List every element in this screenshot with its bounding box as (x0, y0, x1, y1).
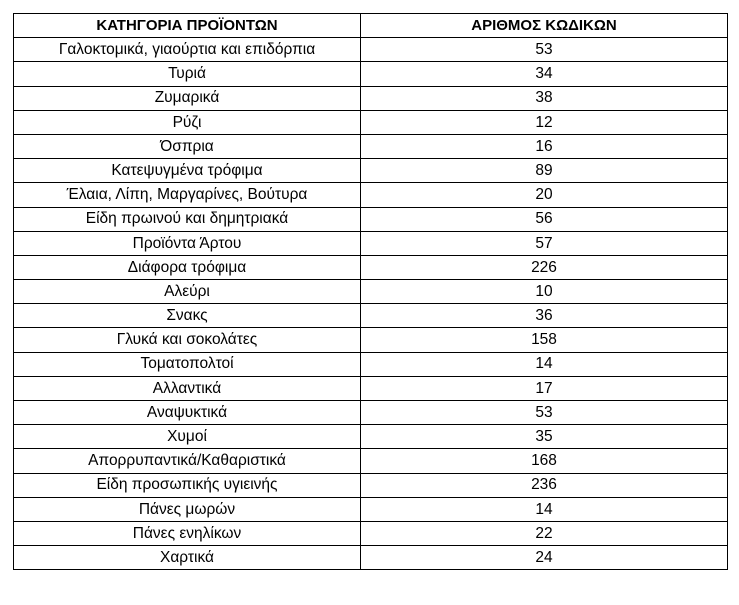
table-row: Ρύζι 12 (13, 109, 728, 135)
category-cell: Τοματοπολτοί (13, 351, 361, 377)
code-count-cell: 35 (360, 424, 728, 450)
code-count-cell: 22 (360, 520, 728, 547)
category-cell: Έλαια, Λίπη, Μαργαρίνες, Βούτυρα (13, 182, 361, 208)
category-cell: Πάνες ενηλίκων (13, 520, 361, 547)
code-count-cell: 53 (360, 399, 728, 426)
table-row: Σνακς 36 (13, 303, 728, 329)
code-count-cell: 16 (360, 133, 728, 160)
category-cell: Αλεύρι (13, 279, 361, 305)
category-cell: Ρύζι (13, 109, 361, 135)
category-cell: Γαλοκτομικά, γιαούρτια και επιδόρπια (13, 37, 361, 63)
table-row: Χυμοί 35 (13, 424, 728, 450)
code-count-cell: 168 (360, 448, 728, 474)
category-cell: Είδη πρωινού και δημητριακά (13, 206, 361, 232)
table-header-row: ΚΑΤΗΓΟΡΙΑ ΠΡΟΪΟΝΤΩΝ ΑΡΙΘΜΟΣ ΚΩΔΙΚΩΝ (13, 12, 728, 39)
code-count-cell: 34 (360, 61, 728, 87)
code-count-cell: 236 (360, 472, 728, 498)
product-category-table: ΚΑΤΗΓΟΡΙΑ ΠΡΟΪΟΝΤΩΝ ΑΡΙΘΜΟΣ ΚΩΔΙΚΩΝ Γαλο… (13, 12, 728, 571)
category-cell: Χυμοί (13, 424, 361, 450)
table-row: Πάνες μωρών 14 (13, 496, 728, 522)
code-count-cell: 56 (360, 206, 728, 232)
category-cell: Σνακς (13, 303, 361, 329)
code-count-cell: 57 (360, 230, 728, 256)
category-cell: Αναψυκτικά (13, 399, 361, 426)
code-count-cell: 12 (360, 109, 728, 135)
table-row: Διάφορα τρόφιμα 226 (13, 254, 728, 281)
code-count-cell: 10 (360, 279, 728, 305)
table-row: Γαλοκτομικά, γιαούρτια και επιδόρπια 53 (13, 37, 728, 63)
table-row: Γλυκά και σοκολάτες 158 (13, 327, 728, 353)
code-count-cell: 17 (360, 375, 728, 402)
code-count-cell: 20 (360, 182, 728, 208)
category-cell: Κατεψυγμένα τρόφιμα (13, 158, 361, 184)
table-row: Αλεύρι 10 (13, 279, 728, 305)
table-row: Απορρυπαντικά/Καθαριστικά 168 (13, 448, 728, 474)
table-row: Τυριά 34 (13, 61, 728, 87)
code-count-cell: 89 (360, 158, 728, 184)
table-row: Ζυμαρικά 38 (13, 85, 728, 111)
category-cell: Απορρυπαντικά/Καθαριστικά (13, 448, 361, 474)
category-cell: Γλυκά και σοκολάτες (13, 327, 361, 353)
table-row: Χαρτικά 24 (13, 545, 728, 571)
code-count-cell: 14 (360, 496, 728, 522)
category-cell: Ζυμαρικά (13, 85, 361, 111)
code-count-cell: 36 (360, 303, 728, 329)
code-count-cell: 226 (360, 254, 728, 281)
category-cell: Προϊόντα Άρτου (13, 230, 361, 256)
table-row: Αλλαντικά 17 (13, 375, 728, 402)
category-cell: Όσπρια (13, 133, 361, 160)
table-row: Έλαια, Λίπη, Μαργαρίνες, Βούτυρα 20 (13, 182, 728, 208)
table-row: Προϊόντα Άρτου 57 (13, 230, 728, 256)
category-cell: Είδη προσωπικής υγιεινής (13, 472, 361, 498)
code-count-cell: 14 (360, 351, 728, 377)
table-row: Κατεψυγμένα τρόφιμα 89 (13, 158, 728, 184)
code-count-cell: 24 (360, 545, 728, 571)
table-row: Είδη προσωπικής υγιεινής 236 (13, 472, 728, 498)
table-row: Τοματοπολτοί 14 (13, 351, 728, 377)
code-count-cell: 53 (360, 37, 728, 63)
table-row: Είδη πρωινού και δημητριακά 56 (13, 206, 728, 232)
category-cell: Χαρτικά (13, 545, 361, 571)
category-cell: Τυριά (13, 61, 361, 87)
table-row: Πάνες ενηλίκων 22 (13, 520, 728, 547)
table-row: Όσπρια 16 (13, 133, 728, 160)
category-cell: Αλλαντικά (13, 375, 361, 402)
category-cell: Διάφορα τρόφιμα (13, 254, 361, 281)
code-count-cell: 38 (360, 85, 728, 111)
table-row: Αναψυκτικά 53 (13, 399, 728, 426)
header-code-count: ΑΡΙΘΜΟΣ ΚΩΔΙΚΩΝ (360, 12, 728, 39)
header-category: ΚΑΤΗΓΟΡΙΑ ΠΡΟΪΟΝΤΩΝ (13, 12, 361, 39)
category-cell: Πάνες μωρών (13, 496, 361, 522)
code-count-cell: 158 (360, 327, 728, 353)
